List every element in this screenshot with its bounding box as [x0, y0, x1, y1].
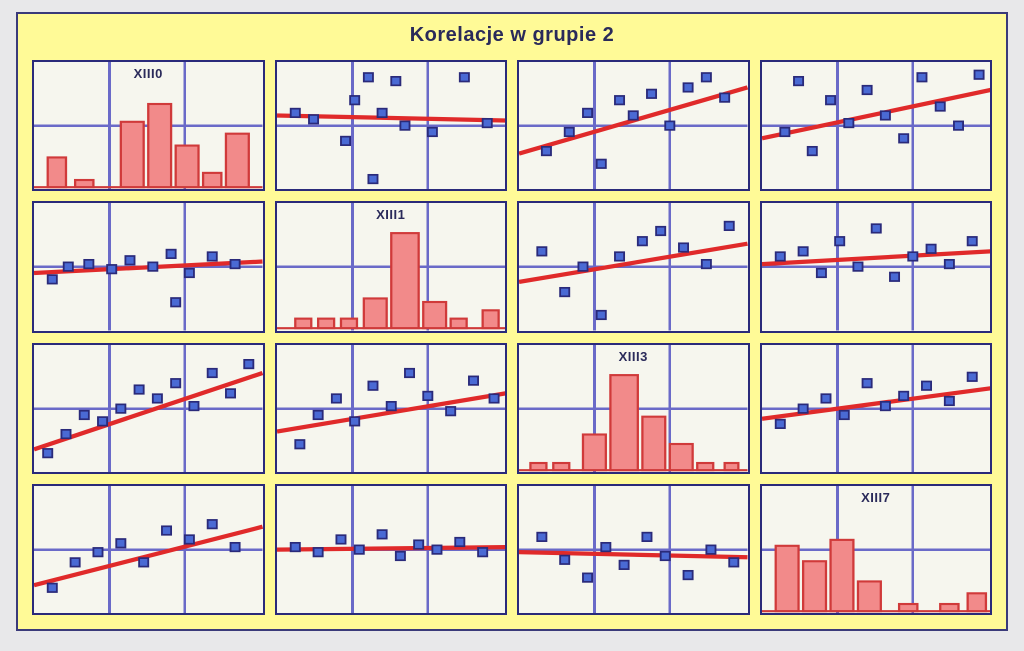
scatter-panel [32, 343, 265, 474]
scatter-panel [760, 343, 993, 474]
scatter-panel [275, 343, 508, 474]
scatter-panel [760, 201, 993, 332]
panel-grid: XIII0XIII1XIII3XIII7 [32, 60, 992, 615]
chart-frame: Korelacje w grupie 2 XIII0XIII1XIII3XIII… [16, 12, 1008, 631]
histogram-panel: XIII3 [517, 343, 750, 474]
scatter-panel [32, 201, 265, 332]
scatter-panel [32, 484, 265, 615]
scatter-panel [517, 484, 750, 615]
chart-title: Korelacje w grupie 2 [18, 24, 1006, 47]
histogram-panel: XIII0 [32, 60, 265, 191]
scatter-panel [517, 201, 750, 332]
histogram-panel: XIII1 [275, 201, 508, 332]
histogram-panel: XIII7 [760, 484, 993, 615]
scatter-panel [517, 60, 750, 191]
scatter-panel [760, 60, 993, 191]
viewport: Korelacje w grupie 2 XIII0XIII1XIII3XIII… [0, 0, 1024, 651]
scatter-panel [275, 484, 508, 615]
scatter-panel [275, 60, 508, 191]
